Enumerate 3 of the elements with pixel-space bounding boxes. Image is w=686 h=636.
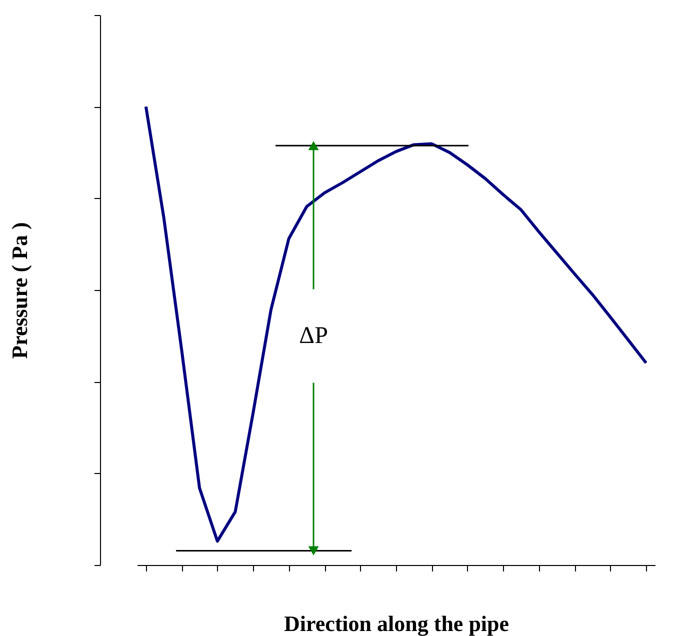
x-axis-title: Direction along the pipe — [284, 611, 510, 636]
annotation: ΔP — [299, 323, 328, 350]
y-axis-title: Pressure ( Pa ) — [7, 222, 32, 359]
